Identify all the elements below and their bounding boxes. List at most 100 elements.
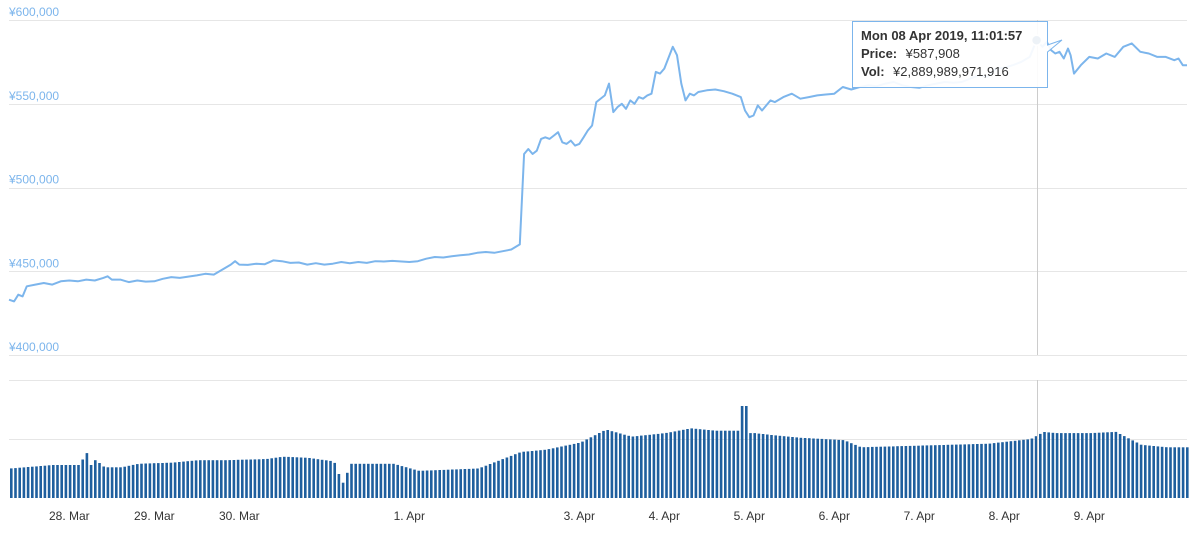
volume-bar bbox=[392, 463, 395, 498]
volume-bar bbox=[526, 451, 530, 498]
volume-bar bbox=[1068, 433, 1071, 498]
volume-bar bbox=[1181, 447, 1185, 498]
volume-bar bbox=[514, 454, 517, 498]
x-tick-label: 28. Mar bbox=[49, 509, 90, 523]
tooltip: Mon 08 Apr 2019, 11:01:57 Price: ¥587,90… bbox=[852, 21, 1063, 88]
volume-bar bbox=[795, 437, 798, 498]
volume-bar bbox=[959, 444, 962, 498]
volume-bar bbox=[438, 470, 441, 498]
volume-bar bbox=[207, 460, 210, 498]
volume-bar bbox=[753, 433, 756, 498]
volume-bar bbox=[262, 459, 265, 498]
volume-bar bbox=[81, 459, 84, 498]
volume-bar bbox=[119, 467, 122, 498]
volume-bar bbox=[1169, 447, 1172, 498]
volume-bars bbox=[10, 406, 1189, 498]
volume-bar bbox=[89, 465, 93, 498]
volume-bar bbox=[161, 463, 164, 498]
volume-bar bbox=[589, 437, 593, 498]
volume-bar bbox=[942, 445, 945, 498]
volume-bar bbox=[173, 462, 177, 498]
volume-bar bbox=[375, 463, 378, 498]
volume-bar bbox=[556, 447, 559, 498]
volume-bar bbox=[883, 446, 887, 498]
volume-bar bbox=[245, 459, 248, 498]
volume-bar bbox=[732, 430, 735, 498]
volume-bar bbox=[934, 445, 937, 498]
volume-bar bbox=[1097, 432, 1101, 498]
volume-bar bbox=[257, 459, 261, 498]
crosshair bbox=[1030, 20, 1043, 498]
volume-bar bbox=[463, 469, 467, 498]
volume-bar bbox=[270, 458, 273, 498]
volume-bar bbox=[984, 443, 987, 498]
volume-bar bbox=[1127, 438, 1130, 498]
volume-bar bbox=[308, 458, 311, 498]
volume-bar bbox=[123, 466, 126, 498]
volume-bar bbox=[249, 459, 252, 498]
volume-bar bbox=[94, 460, 97, 498]
volume-bar bbox=[430, 470, 433, 498]
volume-bar bbox=[14, 468, 17, 498]
volume-bar bbox=[274, 457, 278, 498]
volume-bar bbox=[371, 463, 374, 498]
y-tick-label: ¥400,000 bbox=[8, 340, 59, 354]
volume-bar bbox=[299, 457, 303, 498]
volume-bar bbox=[635, 436, 639, 498]
volume-bar bbox=[98, 463, 101, 498]
volume-bar bbox=[35, 466, 38, 498]
volume-bar bbox=[518, 452, 521, 498]
volume-bar bbox=[320, 459, 324, 498]
volume-bar bbox=[1165, 447, 1168, 498]
volume-bar bbox=[362, 463, 366, 498]
volume-bar bbox=[169, 462, 173, 498]
volume-bar bbox=[572, 443, 576, 498]
volume-bar bbox=[476, 468, 479, 498]
volume-bar bbox=[1026, 439, 1029, 498]
volume-bar bbox=[1148, 445, 1151, 498]
volume-bar bbox=[929, 445, 933, 498]
volume-bar bbox=[908, 445, 912, 498]
volume-bar bbox=[266, 458, 269, 498]
volume-bar bbox=[60, 465, 63, 498]
volume-bar bbox=[446, 469, 450, 498]
volume-bar bbox=[640, 435, 643, 498]
volume-bar bbox=[396, 464, 399, 498]
volume-bar bbox=[547, 449, 551, 498]
tooltip-price-line: Price: ¥587,908 bbox=[861, 45, 960, 62]
volume-bar bbox=[992, 443, 996, 498]
volume-bar bbox=[140, 463, 143, 498]
volume-bar bbox=[472, 468, 475, 498]
volume-bar bbox=[648, 434, 651, 498]
volume-bar bbox=[1173, 447, 1176, 498]
volume-bar bbox=[522, 451, 525, 498]
volume-bar bbox=[182, 461, 185, 498]
x-tick-label: 8. Apr bbox=[989, 509, 1020, 523]
volume-bar bbox=[1051, 432, 1055, 498]
tooltip-box bbox=[852, 21, 1063, 88]
volume-bar bbox=[425, 470, 429, 498]
tooltip-title: Mon 08 Apr 2019, 11:01:57 bbox=[861, 28, 1022, 43]
volume-bar bbox=[26, 467, 30, 498]
volume-bar bbox=[291, 457, 294, 498]
volume-bar bbox=[845, 441, 849, 498]
volume-bar bbox=[136, 464, 139, 498]
volume-bar bbox=[115, 467, 118, 498]
volume-bar bbox=[1152, 446, 1155, 498]
x-tick-label: 30. Mar bbox=[219, 509, 260, 523]
volume-bar bbox=[404, 467, 408, 498]
volume-bar bbox=[131, 464, 135, 498]
volume-bar bbox=[782, 436, 786, 498]
volume-bar bbox=[745, 406, 748, 498]
volume-bar bbox=[602, 430, 605, 498]
x-tick-label: 7. Apr bbox=[904, 509, 935, 523]
volume-bar bbox=[904, 446, 908, 498]
volume-bar bbox=[988, 443, 992, 498]
volume-bar bbox=[354, 463, 357, 498]
volume-bar bbox=[110, 467, 114, 498]
volume-bar bbox=[186, 461, 189, 498]
tooltip-vol-line: Vol: ¥2,889,989,971,916 bbox=[861, 63, 1009, 80]
volume-bar bbox=[976, 444, 979, 498]
